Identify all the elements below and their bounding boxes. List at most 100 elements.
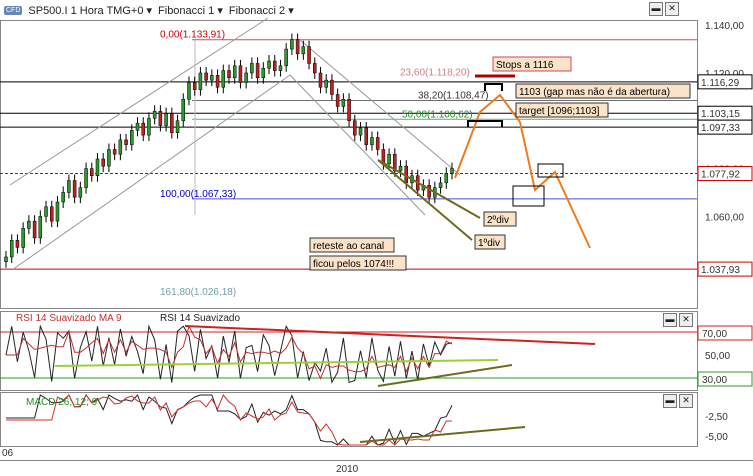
price-tick-4: 1.060,00 [705,212,744,223]
macd-pane [6,394,526,446]
projection-path [454,74,591,249]
macd-tick-2: -5,00 [705,432,728,443]
candle-69 [398,165,403,172]
candle-76 [438,182,443,188]
minimize-icon[interactable]: ▬ [649,2,663,16]
chart-toolbar: CFD SP500.I 1 Hora TMG+0 ▾ Fibonacci 1 ▾… [0,0,753,20]
close-icon[interactable]: ✕ [679,394,693,408]
candle-5 [32,220,37,239]
fib-label-0: 0,00(1.133,91) [160,30,225,41]
candle-28 [164,113,168,126]
instrument-selector[interactable]: SP500.I 1 Hora TMG+0 ▾ [28,4,153,17]
target-bracket [467,120,503,127]
candle-4 [27,220,31,229]
candle-64 [370,137,374,145]
candle-17 [101,158,105,167]
candle-36 [210,75,214,81]
macd-divergence-trend [359,426,526,443]
divergence-line-2 [377,159,481,219]
price-flag-4 [697,261,753,277]
candle-54 [313,63,317,74]
rsi-ma-line [6,324,453,380]
candle-21 [124,139,128,145]
price-flag-label-2: 1.097,33 [701,123,740,134]
candle-0 [4,256,8,263]
time-axis: 06 2010 [2,448,359,475]
candle-26 [152,110,157,119]
annotation-6: ficou pelos 1074!!! [313,259,394,270]
annotation-box-3 [483,211,517,227]
rsi-tick-30: 30,00 [702,375,727,386]
candle-6 [38,216,43,239]
candle-45 [261,67,266,78]
close-icon[interactable]: ✕ [665,2,679,16]
divergence-lines [377,159,481,241]
candle-78 [450,168,454,174]
rsi-axis: 70,00 50,00 30,00 RSI 14 Suavizado MA 9 … [16,313,753,387]
minimize-icon[interactable]: ▬ [663,394,677,408]
rsi-divergence-trend [377,364,513,387]
price-flag-0 [697,74,753,90]
rsi-line [5,324,453,384]
candle-48 [278,65,283,71]
rsi-tick-50: 50,00 [705,351,730,362]
fibonacci-2-menu[interactable]: Fibonacci 2 ▾ [228,4,294,17]
candle-7 [44,206,48,217]
candle-77 [444,173,449,184]
candle-14 [84,168,88,188]
candle-52 [301,46,306,55]
price-flag-2 [697,119,753,135]
annotation-2: target [1096;1103] [519,106,600,117]
rsi-pane-window-buttons: ▬ ✕ [663,313,693,327]
close-icon[interactable]: ✕ [679,313,693,327]
price-flag-label-1: 1.103,15 [701,109,740,120]
cfd-badge: CFD [4,5,23,15]
fibonacci-labels: 0,00(1.133,91) 23,60(1.118,20) 38,20(1.108… [160,30,489,298]
price-pane [0,17,697,271]
rsi-30-flag [697,371,753,387]
candle-59 [341,99,346,107]
candle-3 [21,228,25,248]
candle-67 [387,153,391,165]
candle-39 [227,70,231,78]
candle-60 [347,99,351,122]
candle-27 [158,110,163,126]
fibonacci-1-menu[interactable]: Fibonacci 1 ▾ [158,4,223,17]
candle-50 [290,39,294,50]
candle-32 [187,82,191,100]
candle-8 [49,206,54,222]
price-flag-label-3: 1.077,92 [701,170,740,181]
candle-31 [181,99,186,122]
candle-65 [375,137,380,150]
rsi-support-trend [54,359,499,367]
price-flags: 1.116,29 1.103,15 1.097,33 1.077,92 1.037,93 [697,74,753,277]
macd-tick-1: -2,50 [705,412,728,423]
candle-53 [307,46,311,64]
down-channel-upper [299,39,461,176]
candle-2 [15,240,20,248]
rsi-tick-70: 70,00 [702,329,727,340]
candle-46 [267,60,271,69]
candle-22 [130,130,134,145]
candle-16 [95,158,100,176]
candle-35 [204,72,208,81]
channel-lines [9,17,461,271]
annotation-box-4 [474,234,506,250]
candle-19 [112,149,117,155]
high-box [537,163,564,178]
target-bracket-top [484,83,503,91]
fib-label-1: 23,60(1.118,20) [400,67,470,78]
time-label-2010: 2010 [336,464,359,475]
minimize-icon[interactable]: ▬ [663,313,677,327]
macd-pane-window-buttons: ▬ ✕ [663,394,693,408]
rsi-legend-ma: RSI 14 Suavizado MA 9 [16,313,122,324]
candle-43 [250,63,254,74]
annotation-1: 1103 (gap mas não é da abertura) [519,87,670,98]
candle-47 [272,60,277,71]
annotations: Stops a 1116 1103 (gap mas não é da abert… [309,56,691,271]
candle-20 [118,139,123,155]
candle-13 [78,187,83,198]
annotation-0: Stops a 1116 [496,60,554,71]
price-flag-3 [697,166,753,182]
candle-56 [324,79,328,88]
